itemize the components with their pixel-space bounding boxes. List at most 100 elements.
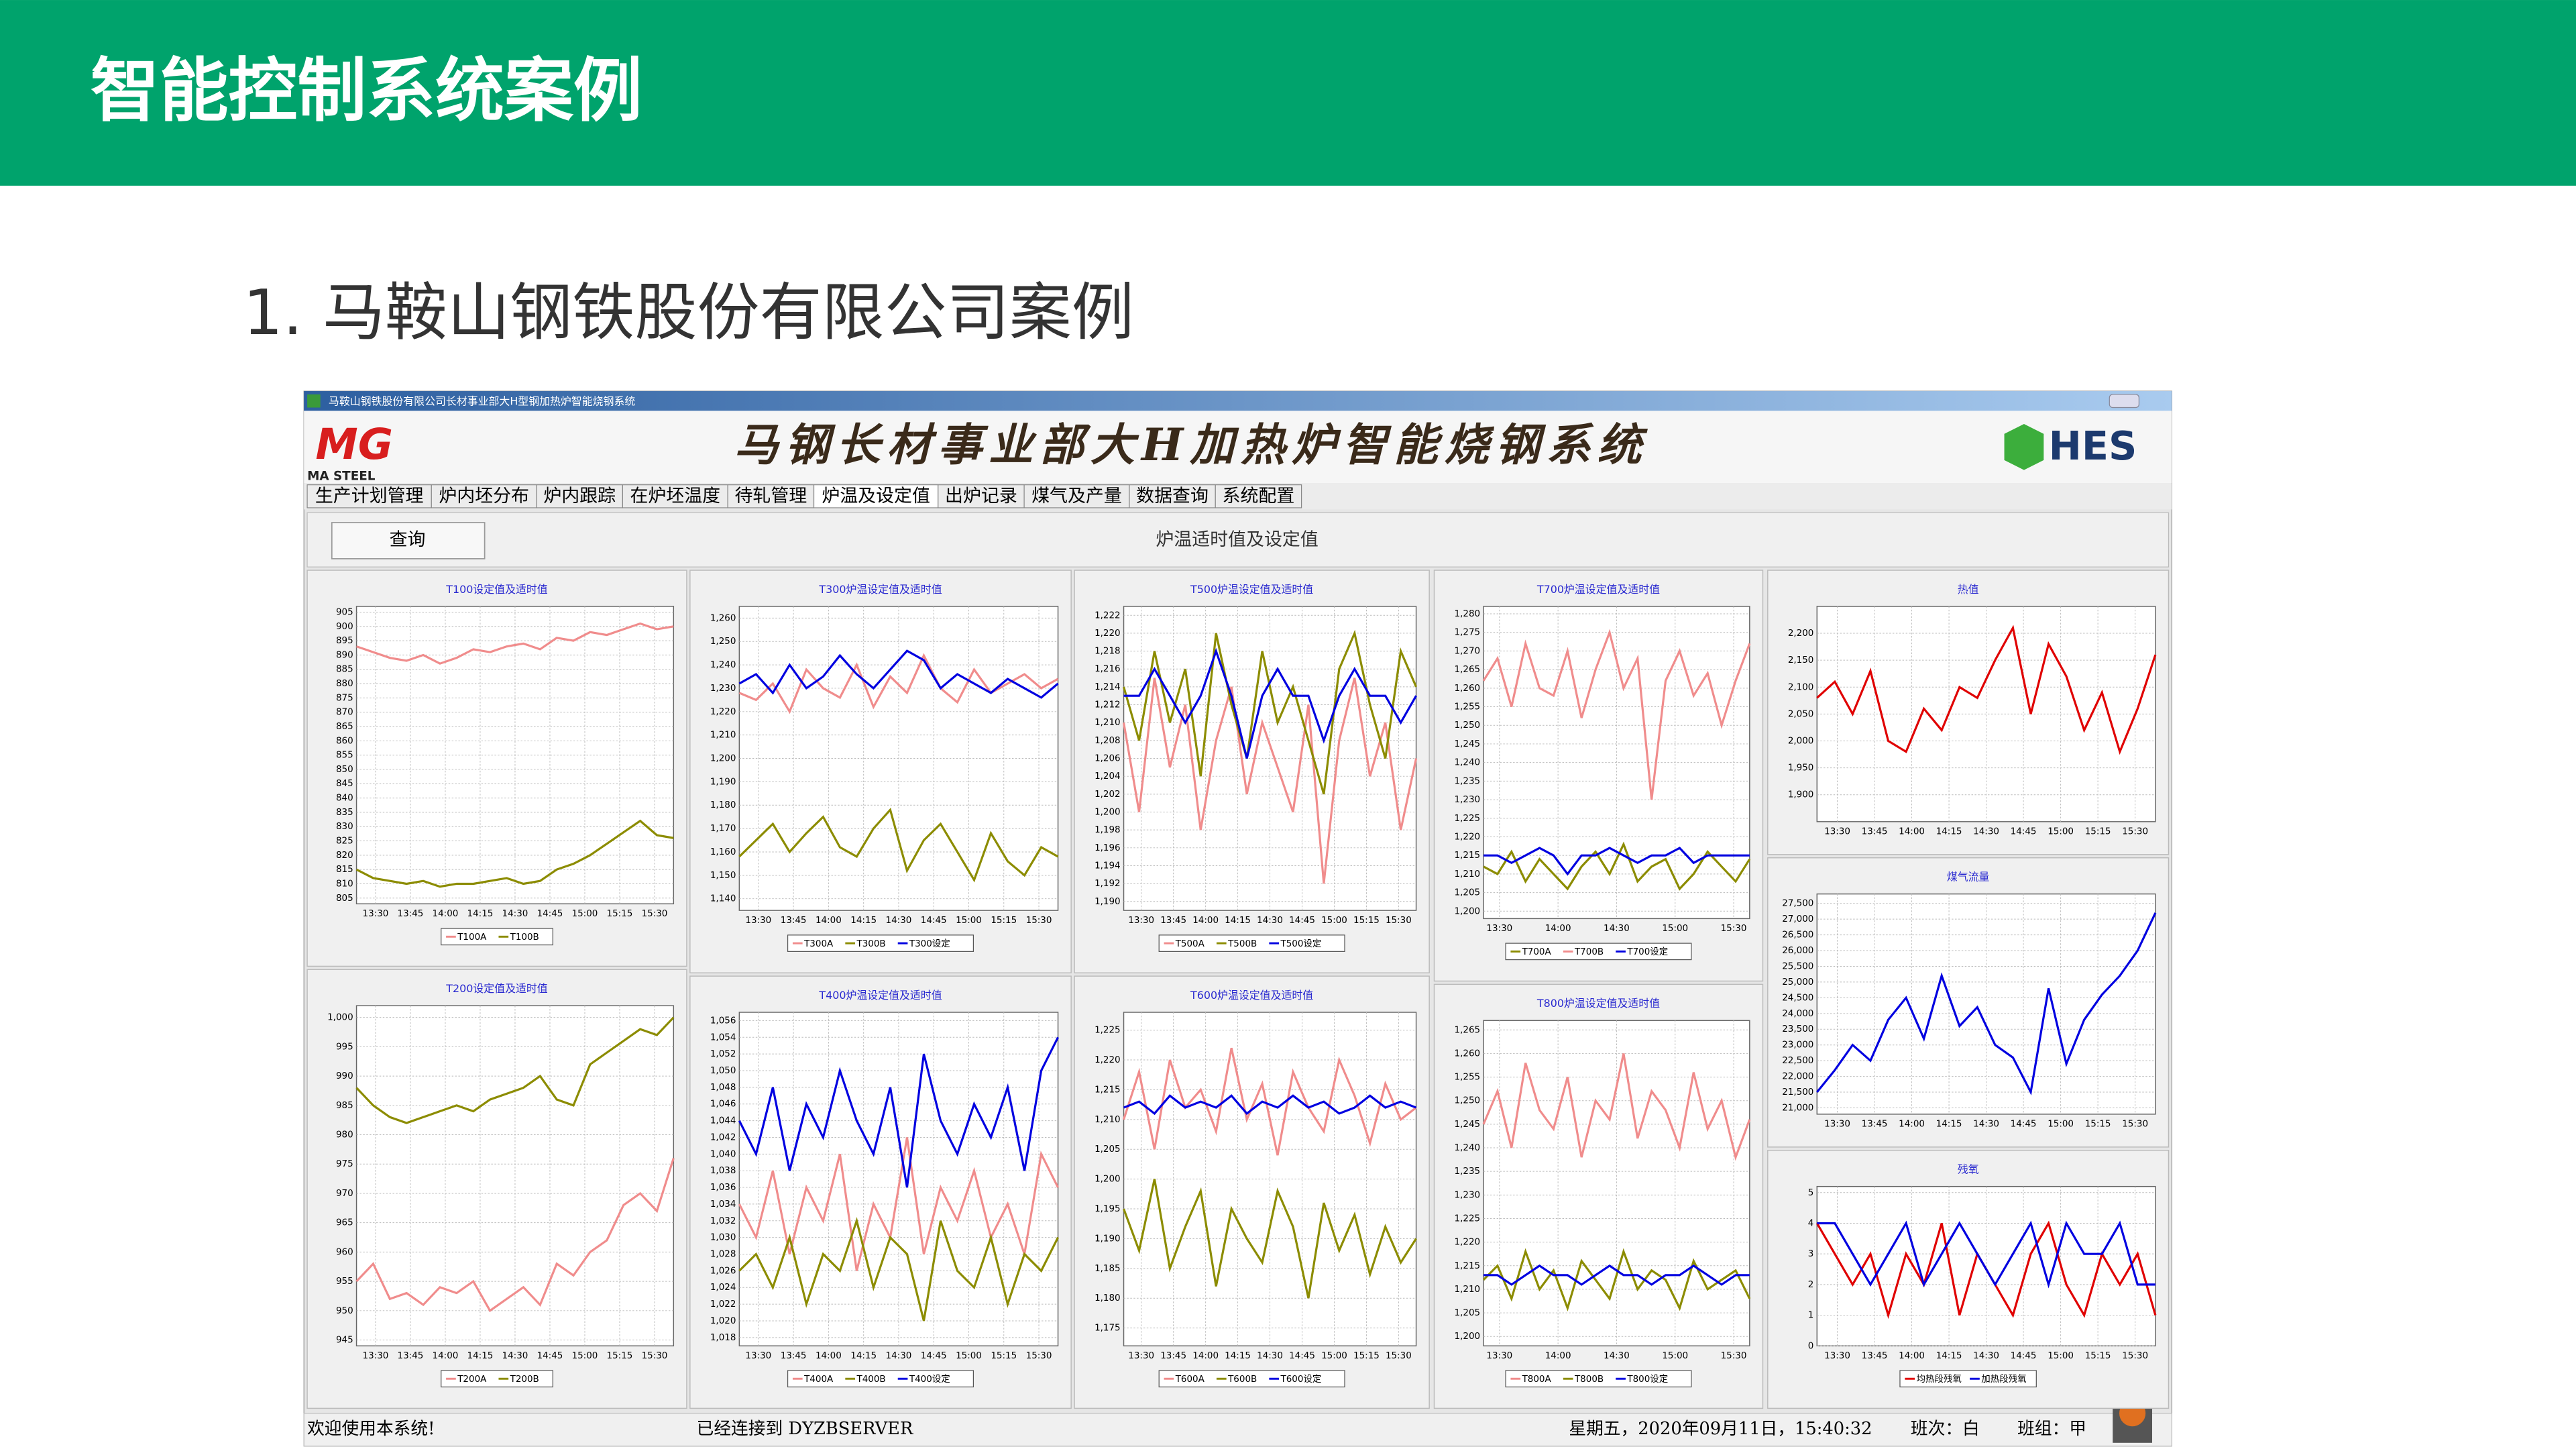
series-line (1482, 1248, 1751, 1312)
legend-label: T300B (856, 938, 885, 949)
y-tick-label: 1,175 (1095, 1323, 1121, 1334)
y-tick-label: 990 (336, 1071, 353, 1081)
status-text: 班次：白 (1911, 1419, 1980, 1439)
window-title: 马鞍山钢铁股份有限公司长材事业部大H型钢加热炉智能烧钢系统 (329, 394, 635, 407)
legend-label: T500A (1175, 938, 1205, 949)
x-tick-label: 13:45 (1862, 826, 1888, 837)
status-text: 班组：甲 (2017, 1419, 2086, 1439)
legend-label: T300设定 (909, 938, 950, 949)
y-tick-label: 27,500 (1782, 898, 1813, 909)
query-button[interactable] (331, 522, 486, 559)
x-tick-label: 15:00 (956, 1350, 982, 1361)
menu-tab[interactable] (727, 484, 815, 508)
y-tick-label: 1,210 (1455, 1284, 1481, 1295)
y-tick-label: 2,100 (1788, 682, 1814, 692)
y-tick-label: 1,245 (1455, 1119, 1481, 1130)
y-tick-label: 1,030 (710, 1232, 736, 1243)
y-tick-label: 1,032 (710, 1216, 736, 1226)
menu-tab[interactable] (622, 484, 728, 508)
y-tick-label: 860 (336, 735, 353, 746)
x-tick-label: 14:15 (1936, 1119, 1962, 1130)
chart-title: T700炉温设定值及适时值 (1536, 583, 1660, 596)
x-tick-label: 15:30 (1026, 915, 1052, 926)
x-tick-label: 14:00 (1899, 826, 1925, 837)
x-tick-label: 14:15 (1225, 915, 1251, 926)
y-tick-label: 865 (336, 721, 353, 732)
y-tick-label: 1,230 (1455, 794, 1481, 805)
legend-label: T700B (1574, 947, 1604, 957)
header-bar (0, 0, 2576, 186)
y-tick-label: 1,052 (710, 1049, 736, 1059)
menu-tab[interactable] (1215, 484, 1302, 508)
y-tick-label: 1,270 (1455, 645, 1481, 656)
y-tick-label: 23,000 (1782, 1040, 1813, 1051)
y-tick-label: 25,000 (1782, 977, 1813, 987)
toolbar (306, 512, 2170, 568)
y-tick-label: 980 (336, 1130, 353, 1140)
x-tick-label: 13:30 (1824, 1350, 1850, 1361)
legend-label: T500设定 (1280, 938, 1321, 949)
window-button[interactable] (2109, 394, 2140, 409)
menu-tab[interactable] (938, 484, 1025, 508)
y-tick-label: 970 (336, 1188, 353, 1199)
y-tick-label: 1,195 (1095, 1203, 1121, 1214)
series-line (1816, 625, 2157, 755)
y-tick-label: 870 (336, 707, 353, 718)
y-tick-label: 1 (1808, 1310, 1814, 1321)
series-line (355, 1016, 675, 1124)
menu-tab[interactable] (431, 484, 537, 508)
legend-label: T600B (1227, 1374, 1257, 1385)
y-tick-label: 885 (336, 664, 353, 675)
y-tick-label: 1,220 (1455, 831, 1481, 842)
y-tick-label: 1,200 (1095, 1174, 1121, 1185)
x-tick-label: 14:15 (467, 908, 494, 919)
y-tick-label: 1,220 (1095, 628, 1121, 639)
window-titlebar (304, 391, 2172, 411)
slide-title: 智能控制系统案例 (91, 51, 642, 131)
x-tick-label: 14:15 (1225, 1350, 1251, 1361)
x-tick-label: 15:30 (1721, 923, 1747, 934)
x-tick-label: 13:30 (1824, 826, 1850, 837)
x-tick-label: 15:00 (2048, 1350, 2074, 1361)
y-tick-label: 1,194 (1095, 860, 1121, 871)
legend-label: 均热段残氧 (1916, 1374, 1961, 1385)
status-bar (303, 1413, 2173, 1447)
menu-tab[interactable] (536, 484, 624, 508)
menu-tab[interactable] (813, 484, 939, 508)
y-tick-label: 1,190 (1095, 1233, 1121, 1244)
x-tick-label: 15:00 (2048, 826, 2074, 837)
x-tick-label: 14:30 (502, 908, 528, 919)
y-tick-label: 2,050 (1788, 708, 1814, 719)
x-tick-label: 14:45 (537, 1350, 563, 1361)
x-tick-label: 14:45 (2011, 1350, 2037, 1361)
y-tick-label: 1,260 (1455, 1048, 1481, 1059)
series-line (738, 1217, 1059, 1322)
y-tick-label: 1,250 (1455, 720, 1481, 731)
x-tick-label: 14:00 (1899, 1119, 1925, 1130)
y-tick-label: 27,000 (1782, 914, 1813, 924)
menu-tab-label: 煤气及产量 (1031, 486, 1122, 506)
series-line (1816, 912, 2157, 1096)
legend-box (1899, 1370, 2037, 1388)
x-tick-label: 14:15 (1936, 1350, 1962, 1361)
x-tick-label: 15:30 (1386, 915, 1412, 926)
y-tick-label: 1,200 (710, 753, 736, 764)
y-tick-label: 1,198 (1095, 824, 1121, 835)
series-line (1483, 841, 1751, 891)
y-tick-label: 995 (336, 1041, 353, 1052)
x-tick-label: 15:15 (991, 915, 1017, 926)
legend-label: T800A (1522, 1374, 1552, 1385)
series-line (1483, 847, 1750, 876)
menu-tab-label: 炉温及设定值 (822, 486, 930, 506)
legend-box (1505, 1370, 1692, 1388)
x-tick-label: 14:00 (433, 908, 459, 919)
y-tick-label: 855 (336, 750, 353, 761)
legend-label: T600设定 (1280, 1374, 1321, 1385)
y-tick-label: 1,056 (710, 1015, 736, 1026)
x-tick-label: 15:00 (1321, 915, 1347, 926)
x-tick-label: 14:30 (1973, 1119, 1999, 1130)
y-tick-label: 1,225 (1095, 1025, 1121, 1036)
y-tick-label: 1,210 (1455, 869, 1481, 879)
x-tick-label: 15:15 (607, 908, 633, 919)
x-tick-label: 13:45 (398, 908, 424, 919)
